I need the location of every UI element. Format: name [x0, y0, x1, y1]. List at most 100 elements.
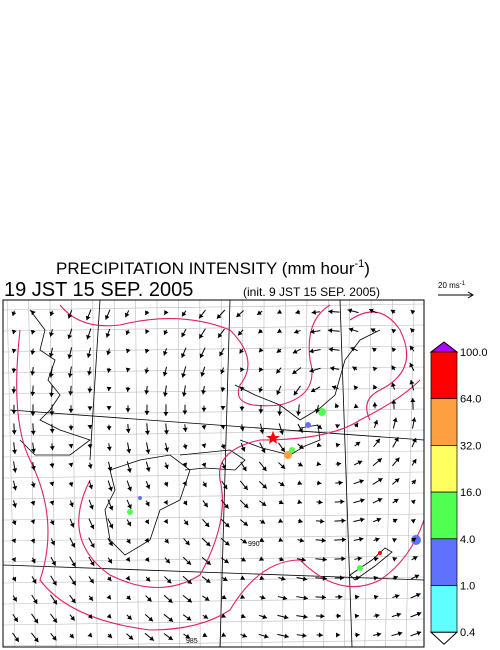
wind-arrow-head: [106, 613, 112, 619]
wind-arrow-head: [144, 348, 150, 354]
wind-arrow-head: [355, 632, 360, 638]
colorbar-segment: [430, 398, 458, 446]
wind-arrow-head: [11, 538, 17, 543]
wind-arrow-head: [219, 351, 224, 357]
wind-arrow-head: [149, 636, 154, 641]
wind-arrow-head: [375, 613, 380, 619]
wind-arrow-head: [411, 417, 417, 422]
wind-arrow-head: [49, 481, 55, 486]
wind-arrow-head: [334, 403, 340, 409]
wind-arrow-head: [280, 576, 286, 581]
wind-arrow-head: [410, 328, 415, 333]
wind-arrow-head: [240, 594, 245, 599]
wind-arrow-head: [145, 449, 151, 454]
wind-arrow-head: [316, 442, 322, 448]
wind-arrow-head: [86, 334, 91, 340]
wind-arrow-head: [331, 385, 337, 390]
wind-arrow-head: [181, 373, 187, 378]
wind-arrow-head: [221, 613, 226, 618]
wind-arrow-head: [393, 575, 398, 581]
grid-line: [343, 300, 351, 647]
grid-line: [385, 300, 393, 647]
wind-arrow-head: [317, 480, 322, 486]
wind-arrow-head: [283, 614, 289, 620]
wind-arrow-head: [69, 633, 74, 639]
wind-arrow-head: [11, 557, 16, 562]
wind-arrow-head: [200, 372, 206, 377]
wind-arrow-head: [321, 537, 326, 543]
wind-arrow-head: [373, 420, 379, 425]
wind-arrow-head: [262, 614, 268, 620]
colorbar: 100.0 64.0 32.0 16.0 4.0 1.0 0.4: [429, 341, 488, 645]
wind-arrow-head: [68, 462, 74, 467]
wind-arrow-head: [30, 465, 36, 471]
wind-arrow-head: [162, 392, 168, 397]
grid-line: [220, 300, 222, 647]
wind-arrow-head: [284, 633, 289, 639]
wind-arrow-head: [350, 346, 356, 352]
wind-arrow-head: [391, 329, 397, 334]
wind-arrow-head: [298, 444, 304, 449]
grid-line: [282, 300, 286, 647]
wind-arrow-head: [125, 408, 131, 413]
wind-arrow-head: [355, 441, 361, 447]
wind-arrow-head: [373, 384, 378, 390]
wind-arrow-head: [125, 367, 131, 372]
wind-arrow-head: [410, 519, 416, 524]
wind-arrow-head: [106, 426, 112, 431]
wind-arrow-head: [49, 428, 55, 433]
wind-arrow-head: [262, 466, 267, 472]
wind-arrow-head: [108, 523, 114, 529]
wind-arrow-head: [295, 309, 300, 315]
wind-arrow-head: [104, 314, 110, 320]
wind-arrow-head: [298, 428, 303, 433]
wind-arrow-head: [340, 499, 345, 505]
wind-arrow-head: [392, 518, 398, 524]
wind-arrow-head: [90, 543, 95, 548]
lat-lon-line: [219, 300, 231, 647]
wind-arrow-head: [11, 348, 17, 354]
wind-arrow-head: [125, 428, 131, 433]
wind-arrow-head: [391, 399, 397, 404]
title-exponent: -1: [355, 258, 365, 270]
wind-arrow-head: [318, 499, 323, 505]
wind-arrow-head: [145, 576, 151, 582]
contour-label: 985: [186, 638, 198, 645]
colorbar-cap: [429, 631, 459, 645]
wind-arrow-head: [310, 387, 316, 393]
wind-arrow-head: [70, 615, 75, 621]
wind-arrow-head: [30, 310, 36, 315]
wind-arrow-head: [144, 410, 150, 415]
grid-line: [241, 300, 243, 647]
wind-arrow-head: [276, 368, 281, 374]
wind-arrow-head: [52, 599, 58, 605]
wind-arrow-head: [330, 366, 335, 371]
wind-arrow-head: [30, 519, 35, 524]
wind-arrow-head: [106, 576, 112, 582]
colorbar-segment: [430, 585, 458, 633]
wind-arrow-head: [372, 366, 378, 372]
wind-arrow-head: [127, 486, 132, 492]
grid-line: [3, 324, 424, 332]
wind-arrow-head: [303, 614, 308, 620]
wind-arrow-head: [279, 481, 285, 487]
wind-arrow-head: [354, 613, 360, 619]
wind-arrow-head: [412, 438, 417, 443]
wind-arrow-head: [108, 486, 113, 492]
wind-arrow-head: [11, 311, 17, 317]
wind-arrow-head: [30, 500, 36, 506]
wind-arrow-head: [203, 502, 208, 508]
wind-arrow-head: [359, 479, 364, 484]
wind-arrow-head: [292, 369, 298, 375]
wind-arrow-head: [354, 594, 360, 600]
grid-line: [71, 300, 77, 647]
grid-line: [3, 387, 424, 395]
wind-arrow-head: [199, 313, 204, 319]
wind-arrow-head: [347, 308, 353, 314]
wind-arrow-head: [293, 390, 299, 396]
grid-line: [3, 408, 424, 416]
wind-arrow-head: [242, 633, 247, 638]
wind-arrow-head: [32, 599, 38, 604]
grid-line: [3, 471, 424, 479]
